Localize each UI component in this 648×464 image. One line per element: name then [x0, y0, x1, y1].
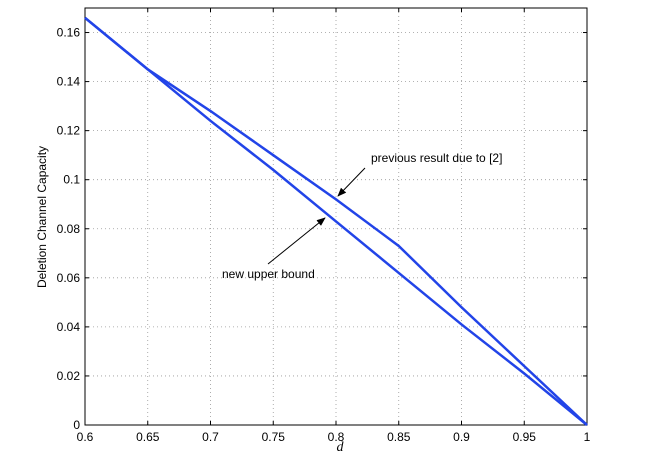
annotation: new upper bound	[222, 267, 315, 281]
x-tick-label: 0.65	[136, 430, 160, 444]
y-tick-label: 0.1	[63, 173, 80, 187]
x-tick-label: 1	[584, 430, 591, 444]
annotation: previous result due to [2]	[371, 151, 502, 165]
annotation-arrow	[337, 167, 366, 197]
y-tick-label: 0	[73, 418, 80, 432]
x-tick-label: 0.7	[202, 430, 219, 444]
y-tick-label: 0.12	[57, 124, 81, 138]
x-tick-label: 0.85	[387, 430, 411, 444]
y-tick-label: 0.04	[57, 320, 81, 334]
x-tick-label: 0.9	[453, 430, 470, 444]
x-tick-label: 0.75	[262, 430, 286, 444]
y-tick-label: 0.08	[57, 222, 81, 236]
y-tick-label: 0.02	[57, 369, 81, 383]
series-line	[84, 16, 588, 426]
y-tick-label: 0.16	[57, 26, 81, 40]
annotation-arrow	[267, 217, 326, 265]
y-tick-label: 0.14	[57, 75, 81, 89]
x-tick-label: 0.8	[328, 430, 345, 444]
plot-frame	[84, 7, 588, 426]
x-tick-label: 0.95	[513, 430, 537, 444]
y-tick-label: 0.06	[57, 271, 81, 285]
x-tick-label: 0.6	[77, 430, 94, 444]
x-axis-label: d	[337, 440, 345, 455]
series-line	[84, 16, 588, 426]
y-axis-label: Deletion Channel Capacity	[35, 146, 49, 288]
